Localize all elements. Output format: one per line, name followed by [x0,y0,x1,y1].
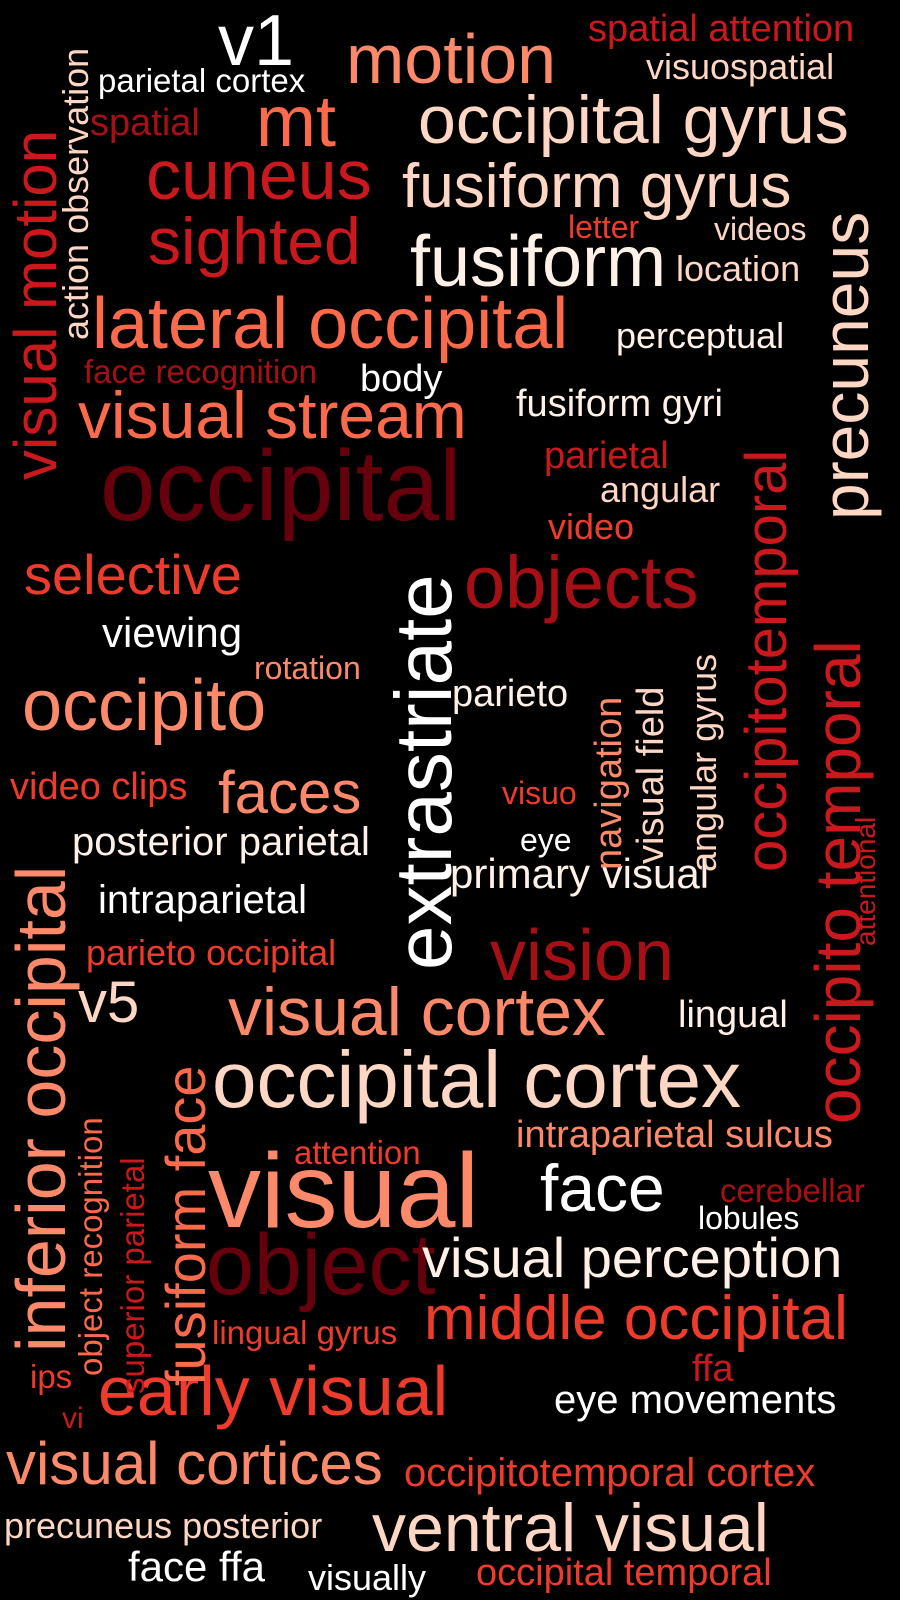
word-letter: letter [568,209,640,245]
word-occipital: occipital [100,430,462,542]
word-face-ffa: face ffa [128,1543,265,1590]
word-precuneus: precuneus [808,211,882,520]
word-occipital-gyrus: occipital gyrus [418,82,849,158]
word-faces: faces [218,759,362,826]
word-location: location [676,248,801,289]
word-face: face [540,1151,665,1225]
word-angular: angular [600,469,721,510]
word-vision: vision [490,916,675,996]
word-precuneus-posterior: precuneus posterior [4,1505,323,1546]
word-visual-perception: visual perception [422,1226,843,1289]
word-visual: visual [208,1132,480,1250]
word-parieto-occipital: parieto occipital [86,932,337,973]
word-ventral-visual: ventral visual [372,1490,769,1566]
word-primary-visual: primary visual [450,850,710,897]
word-intraparietal: intraparietal [98,878,308,922]
word-viewing: viewing [102,609,243,656]
word-posterior-parietal: posterior parietal [72,820,370,864]
word-visual-cortices: visual cortices [6,1430,383,1497]
word-eye: eye [520,822,572,858]
word-extrastriate: extrastriate [379,574,468,970]
word-lingual: lingual [678,994,788,1036]
word-fusiform: fusiform [410,222,667,302]
word-perceptual: perceptual [616,315,785,356]
word-lobules: lobules [698,1200,800,1236]
word-cerebellar: cerebellar [720,1172,865,1209]
word-visually: visually [308,1557,427,1598]
word-fusiform-gyrus: fusiform gyrus [402,152,792,221]
word-visual-field: visual field [630,686,672,864]
word-early-visual: early visual [98,1352,449,1430]
word-visual-stream: visual stream [78,378,467,452]
word-visual-cortex: visual cortex [228,974,606,1050]
word-inferior-occipital: inferior occipital [2,865,80,1352]
word-v5: v5 [78,970,140,1035]
word-object: object [206,1217,436,1313]
word-eye-movements: eye movements [554,1378,837,1422]
word-visual-motion: visual motion [2,129,69,480]
word-occipitotemporal-cortex: occipitotemporal cortex [404,1451,816,1495]
word-rotation: rotation [254,650,361,686]
word-spatial-attention: spatial attention [588,8,855,50]
word-occipital-temporal: occipital temporal [476,1552,772,1594]
word-video-clips: video clips [10,766,188,808]
word-occipitotemporal: occipitotemporal [734,449,799,872]
word-ffa: ffa [692,1348,734,1390]
word-object-recognition: object recognition [72,1117,109,1376]
word-mt: mt [256,82,336,162]
word-selective: selective [24,543,242,606]
word-fusiform-gyri: fusiform gyri [516,383,723,425]
word-objects: objects [464,541,699,624]
word-ips: ips [30,1358,73,1395]
word-middle-occipital: middle occipital [424,1284,848,1353]
word-superior-parietal: superior parietal [114,1157,151,1394]
word-vi: vi [62,1402,84,1435]
word-v1: v1 [218,1,295,81]
word-fusiform-face: fusiform face [154,1065,217,1386]
word-lateral-occipital: lateral occipital [92,284,569,364]
word-motion: motion [346,20,557,98]
word-face-recognition: face recognition [84,353,317,390]
word-occipital-cortex: occipital cortex [212,1035,742,1124]
word-parietal-cortex: parietal cortex [98,62,306,99]
word-visuospatial: visuospatial [646,46,835,87]
word-attention: attention [294,1134,421,1171]
word-parietal: parietal [544,435,669,477]
word-intraparietal-sulcus: intraparietal sulcus [516,1114,833,1156]
word-parieto: parieto [452,673,569,715]
word-sighted: sighted [148,204,361,278]
word-videos: videos [714,211,807,247]
word-occipito: occipito [22,666,267,746]
word-visuo: visuo [502,775,577,811]
word-spatial: spatial [90,102,200,144]
word-cuneus: cuneus [146,136,372,214]
word-navigation: navigation [588,696,630,870]
word-attentional: attentional [850,816,881,946]
word-lingual-gyrus: lingual gyrus [212,1314,398,1351]
word-video: video [548,506,635,547]
word-body: body [360,358,443,400]
word-angular-gyrus: angular gyrus [683,653,724,872]
